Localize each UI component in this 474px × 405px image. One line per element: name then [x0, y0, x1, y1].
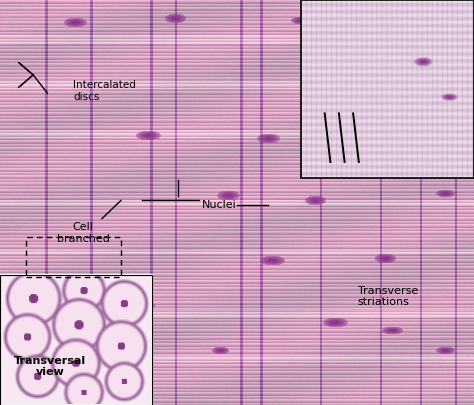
Text: Transversal
view: Transversal view: [14, 356, 86, 377]
Text: Cell
branched: Cell branched: [56, 222, 109, 244]
Bar: [0, 275, 152, 405]
Text: Transverse
striations: Transverse striations: [358, 286, 418, 307]
Bar: [301, 0, 474, 178]
Bar: [26, 237, 121, 277]
Text: Nuclei: Nuclei: [201, 200, 236, 209]
Bar: [0, 275, 152, 405]
Text: Intercalated
discs: Intercalated discs: [73, 80, 137, 102]
